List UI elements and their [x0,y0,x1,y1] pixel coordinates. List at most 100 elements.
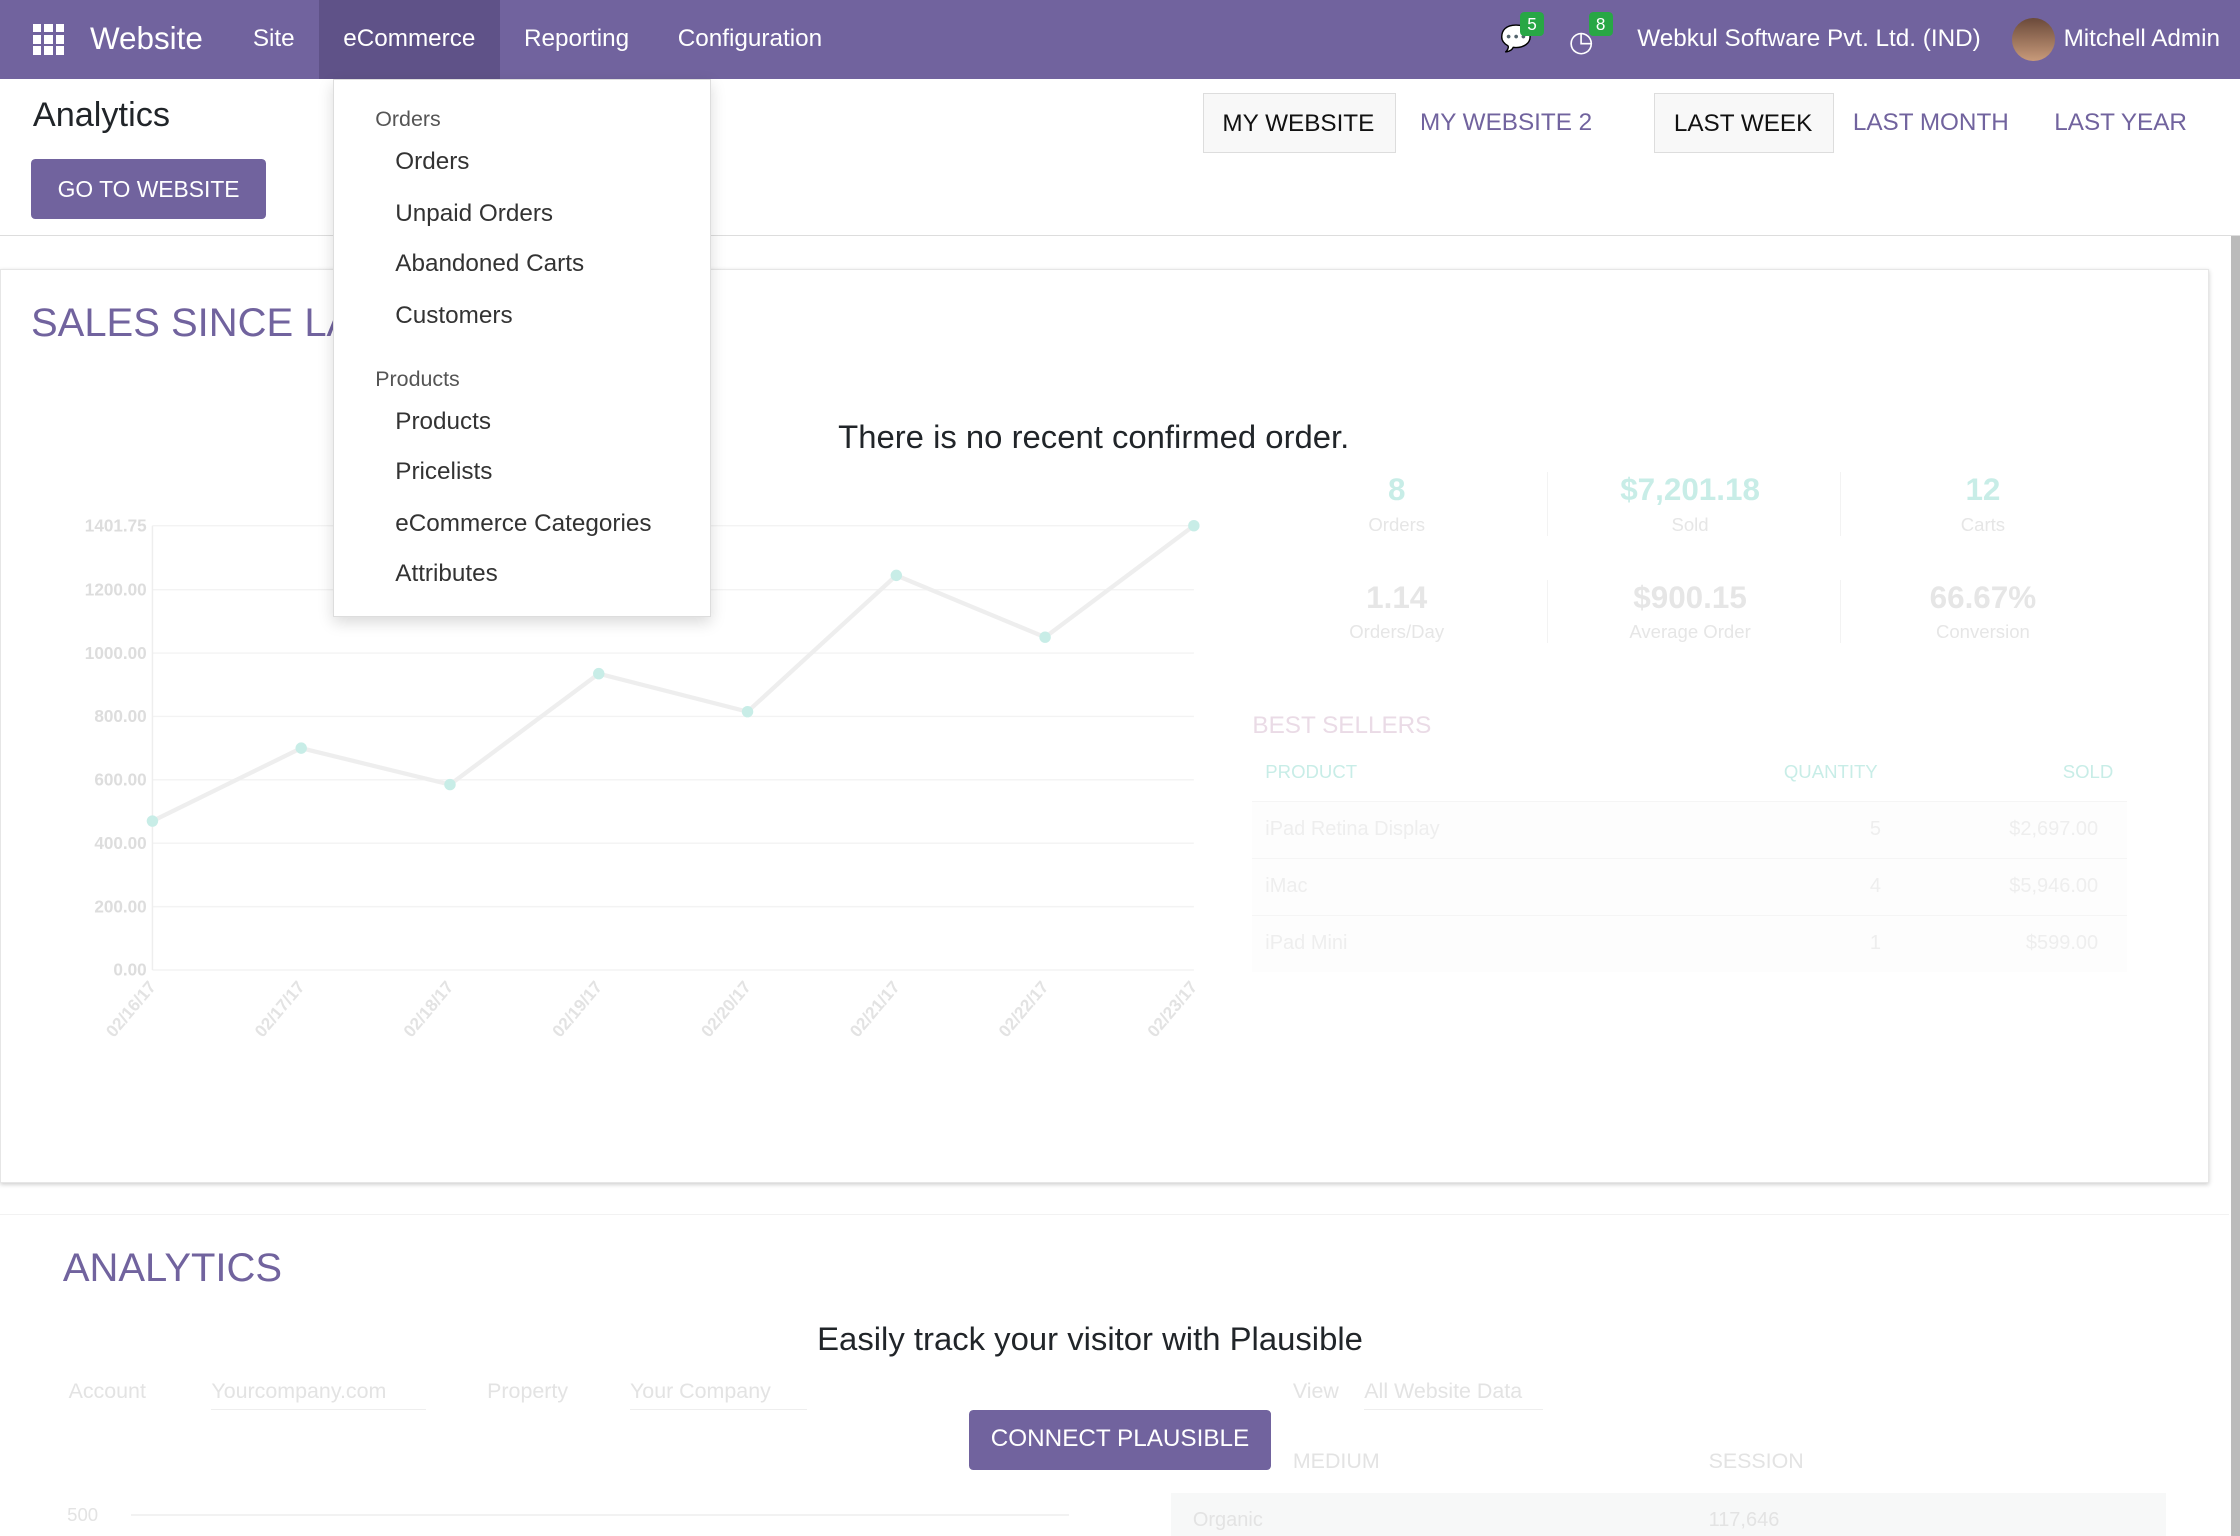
connect-plausible-button[interactable]: CONNECT PLAUSIBLE [968,1409,1272,1470]
period-last-week[interactable]: LAST WEEK [1654,92,1835,153]
stat-orders: 8 Orders [1254,472,1540,536]
period-last-month[interactable]: LAST MONTH [1852,108,2009,136]
data-point [295,741,307,754]
quantity: 5 [1869,817,1881,840]
account-select[interactable]: Yourcompany.com [211,1379,426,1411]
stat-value: 8 [1387,472,1406,508]
product-name: iPad Retina Display [1265,817,1440,840]
menu-site[interactable]: Site [252,25,295,52]
series-line [151,523,1196,823]
divider [0,1214,2229,1215]
stat-label: Orders/Day [1349,621,1445,643]
no-order-message: There is no recent confirmed order. [838,418,1350,456]
col-quantity: QUANTITY [1783,760,1878,782]
view-select[interactable]: All Website Data [1364,1379,1543,1411]
analytics-title: ANALYTICS [62,1245,283,1290]
apps-grid-icon[interactable] [32,23,65,55]
quantity: 1 [1869,931,1881,954]
page-title: Analytics [32,95,170,134]
y-tick-label: 400.00 [94,832,146,852]
y-tick-label: 0.00 [113,959,146,979]
menu-item-ecommerce-categories[interactable]: eCommerce Categories [395,509,652,537]
view-label: View [1292,1378,1339,1403]
best-sellers-title: BEST SELLERS [1252,712,1432,740]
messages-badge: 5 [1520,12,1544,36]
y-tick-label: 1401.75 [85,515,147,535]
messages-button[interactable]: 💬 5 [1500,12,1544,55]
row-medium: Organic [1192,1508,1263,1531]
account-label: Account [68,1378,146,1403]
activities-badge: 8 [1588,12,1613,36]
go-to-website-button[interactable]: GO TO WEBSITE [31,158,266,219]
sales-chart: 0.00 200.00 400.00 600.00 800.00 1000.00 1200.… [85,515,1201,1040]
col-medium: MEDIUM [1292,1448,1380,1473]
product-name: iMac [1265,874,1308,897]
menu-item-abandoned-carts[interactable]: Abandoned Carts [395,249,585,277]
product-name: iPad Mini [1265,931,1348,954]
section-orders: Orders [375,106,441,131]
y-tick-label: 800.00 [94,706,146,726]
stat-sold: $7,201.18 Sold [1546,472,1833,537]
y-tick-label: 600.00 [94,769,146,789]
y-tick-label: 200.00 [94,896,146,916]
y-tick-500: 500 [67,1504,99,1526]
property-select[interactable]: Your Company [629,1379,808,1411]
app-brand[interactable]: Website [89,21,203,57]
stat-label: Average Order [1629,621,1751,643]
menu-configuration[interactable]: Configuration [677,25,823,52]
sales-title: SALES SINCE LA [30,300,354,345]
stat-value: 1.14 [1366,579,1428,615]
sold: $5,946.00 [2009,874,2099,897]
stat-label: Sold [1671,514,1709,536]
stat-value: 12 [1965,472,2001,508]
sales-card: SALES SINCE LA There is no recent confir… [0,268,2209,1183]
stat-label: Orders [1368,514,1426,536]
stat-carts: 12 Carts [1839,472,2126,537]
company-switcher[interactable]: Webkul Software Pvt. Ltd. (IND) [1637,25,1981,53]
menu-reporting[interactable]: Reporting [523,25,630,52]
user-menu[interactable]: Mitchell Admin [2012,17,2220,61]
table-row: iPad Retina Display 5 $2,697.00 [1252,800,2127,859]
x-tick-label: 02/17/17 [250,976,308,1040]
x-tick-label: 02/16/17 [102,976,160,1040]
x-tick-label: 02/18/17 [399,976,457,1040]
data-point [1188,519,1200,531]
menu-ecommerce[interactable]: eCommerce [318,0,500,79]
section-products: Products [375,366,460,391]
x-tick-label: 02/23/17 [1143,976,1201,1040]
activities-button[interactable]: ◷ 8 [1569,12,1613,58]
menu-item-customers[interactable]: Customers [395,302,513,330]
website-my-website-2[interactable]: MY WEBSITE 2 [1419,108,1593,136]
data-point [593,667,605,679]
data-point [444,778,456,790]
menu-item-unpaid-orders[interactable]: Unpaid Orders [395,199,554,227]
stat-label: Carts [1960,514,2006,536]
scrollbar[interactable] [2231,235,2240,1536]
y-tick-label: 1000.00 [85,642,147,662]
x-tick-label: 02/20/17 [697,976,755,1040]
y-tick-label: 1200.00 [85,579,147,599]
sold: $2,697.00 [2009,817,2099,840]
col-product: PRODUCT [1265,760,1358,782]
table-row [1171,1492,2166,1536]
data-point [1039,631,1051,643]
user-name: Mitchell Admin [2063,24,2220,52]
stat-average-order: $900.15 Average Order [1546,579,1833,644]
menu-item-pricelists[interactable]: Pricelists [395,458,493,486]
data-point [146,814,159,827]
stat-value: $900.15 [1633,579,1747,615]
website-my-website[interactable]: MY WEBSITE [1202,92,1396,153]
plausible-message: Easily track your visitor with Plausible [817,1319,1363,1357]
menu-item-orders[interactable]: Orders [395,148,470,176]
stat-value: 66.67% [1929,579,2037,615]
stat-value: $7,201.18 [1620,472,1760,508]
control-panel: Analytics GO TO WEBSITE MY WEBSITE MY WE… [0,79,2240,236]
stat-label: Conversion [1935,621,2030,643]
sold: $599.00 [2025,931,2099,954]
menu-item-products[interactable]: Products [395,408,492,436]
property-label: Property [487,1378,569,1403]
stat-orders-day: 1.14 Orders/Day [1254,580,1540,644]
menu-item-attributes[interactable]: Attributes [395,559,498,587]
avatar [2012,17,2055,61]
period-last-year[interactable]: LAST YEAR [2054,108,2187,136]
